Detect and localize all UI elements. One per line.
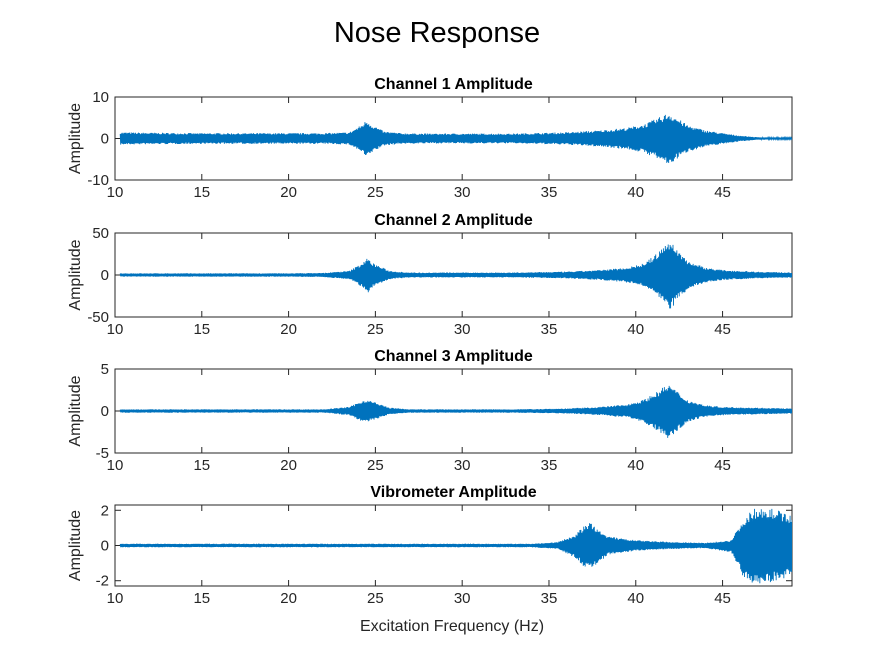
y-axis-label: Amplitude <box>67 239 84 310</box>
x-tick-label: 10 <box>107 590 124 607</box>
subplot-title: Channel 1 Amplitude <box>374 76 533 93</box>
subplot-1: Channel 1 Amplitude Amplitude 10 15 20 25 30 35… <box>67 76 793 201</box>
subplot-3: Channel 3 Amplitude Amplitude 10 15 20 25 30 35… <box>67 348 793 474</box>
subplot-title: Channel 3 Amplitude <box>374 348 533 365</box>
y-tick-label: 0 <box>101 131 109 148</box>
subplot-title: Vibrometer Amplitude <box>370 484 536 501</box>
figure-title: Nose Response <box>334 17 540 49</box>
x-tick-label: 40 <box>627 590 644 607</box>
y-axis-label: Amplitude <box>67 103 84 174</box>
x-tick-label: 25 <box>367 184 384 201</box>
x-tick-label: 35 <box>541 184 558 201</box>
x-tick-label: 20 <box>280 321 297 338</box>
y-axis-label: Amplitude <box>67 510 84 581</box>
x-tick-label: 25 <box>367 457 384 474</box>
x-tick-label: 35 <box>541 457 558 474</box>
x-tick-label: 35 <box>541 590 558 607</box>
y-tick-label: -5 <box>96 445 109 462</box>
x-tick-label: 20 <box>280 590 297 607</box>
x-tick-label: 30 <box>454 321 471 338</box>
x-tick-label: 15 <box>193 457 210 474</box>
signal-line <box>119 114 792 163</box>
x-tick-label: 45 <box>714 590 731 607</box>
x-tick-label: 10 <box>107 457 124 474</box>
y-tick-label: -2 <box>96 573 109 590</box>
y-tick-label: 10 <box>92 89 109 106</box>
x-axis-label: Excitation Frequency (Hz) <box>360 618 544 635</box>
x-tick-label: 20 <box>280 457 297 474</box>
signal-line <box>119 508 792 584</box>
x-tick-label: 45 <box>714 321 731 338</box>
x-tick-label: 45 <box>714 457 731 474</box>
x-tick-label: 10 <box>107 321 124 338</box>
x-tick-label: 25 <box>367 321 384 338</box>
subplot-title: Channel 2 Amplitude <box>374 212 533 229</box>
y-tick-label: 2 <box>101 502 109 519</box>
x-tick-label: 30 <box>454 457 471 474</box>
y-tick-label: -50 <box>87 309 109 326</box>
x-tick-label: 40 <box>627 457 644 474</box>
y-axis-label: Amplitude <box>67 375 84 446</box>
x-tick-label: 30 <box>454 184 471 201</box>
signal-line <box>119 244 792 309</box>
x-tick-label: 20 <box>280 184 297 201</box>
x-tick-label: 35 <box>541 321 558 338</box>
y-tick-label: 0 <box>101 403 109 420</box>
x-tick-label: 25 <box>367 590 384 607</box>
x-tick-label: 40 <box>627 321 644 338</box>
y-tick-label: 5 <box>101 361 109 378</box>
y-tick-label: 50 <box>92 225 109 242</box>
y-tick-label: 0 <box>101 267 109 284</box>
x-tick-label: 15 <box>193 184 210 201</box>
y-tick-label: -10 <box>87 172 109 189</box>
x-tick-label: 30 <box>454 590 471 607</box>
y-tick-label: 0 <box>101 538 109 555</box>
x-tick-label: 15 <box>193 321 210 338</box>
x-tick-label: 10 <box>107 184 124 201</box>
x-tick-label: 40 <box>627 184 644 201</box>
x-tick-label: 45 <box>714 184 731 201</box>
signal-line <box>119 385 792 438</box>
subplot-2: Channel 2 Amplitude Amplitude 10 15 20 25 30 35… <box>67 212 793 338</box>
x-tick-label: 15 <box>193 590 210 607</box>
